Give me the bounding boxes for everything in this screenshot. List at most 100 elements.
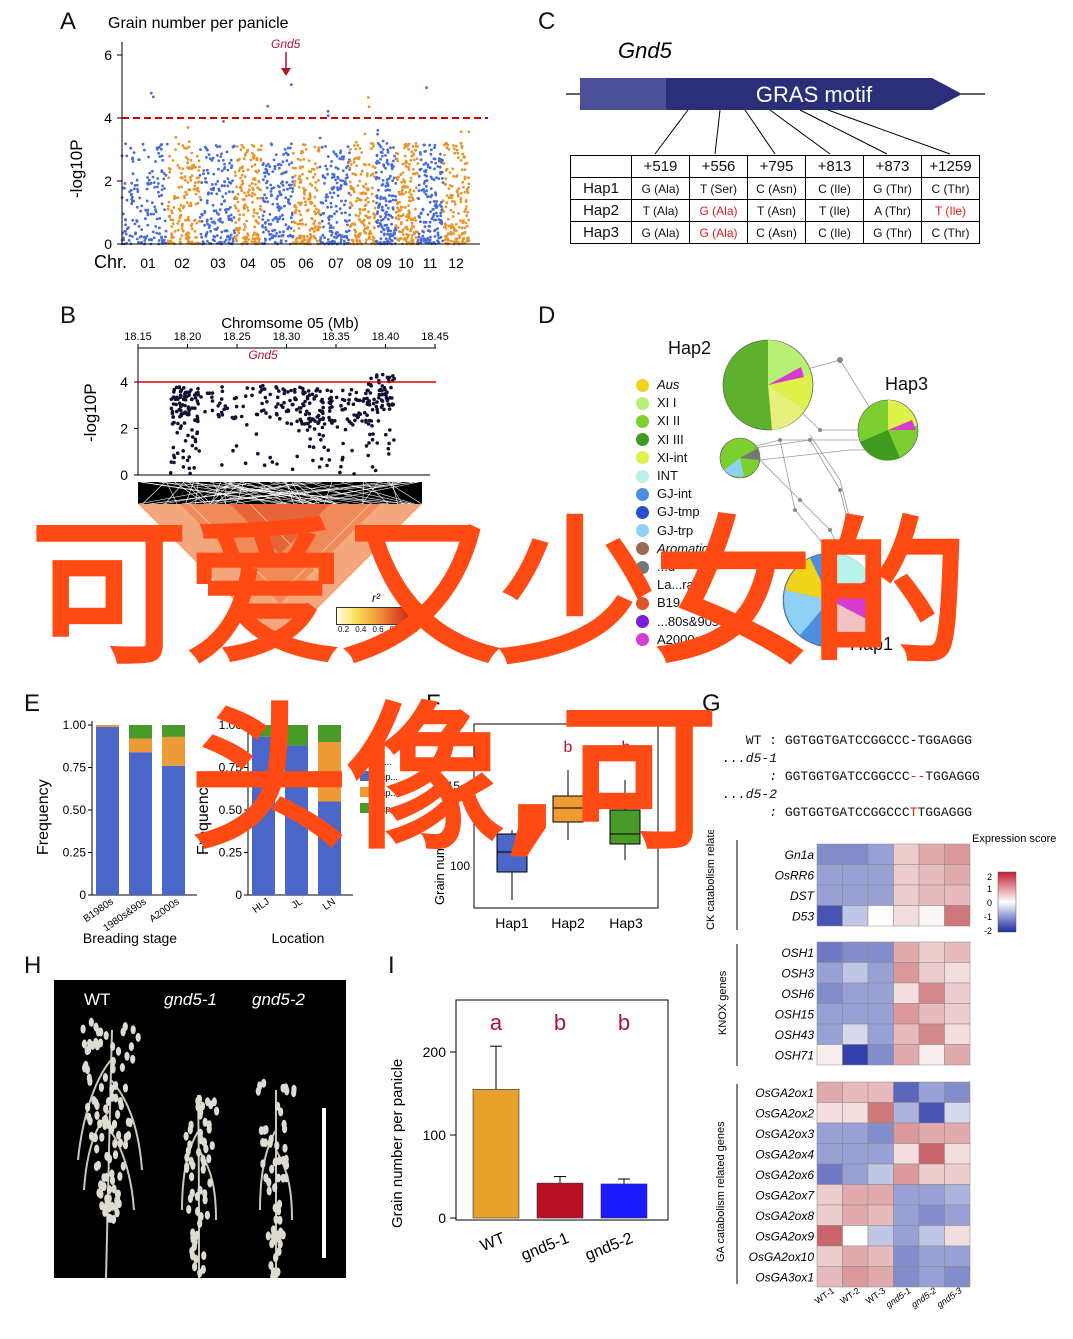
panel-letter-h: H xyxy=(24,952,42,979)
panel-b-xtick: 18.20 xyxy=(174,331,202,343)
r2-label: r² xyxy=(372,591,381,605)
heatmap-cell xyxy=(944,1102,971,1124)
heatmap-cell xyxy=(893,884,920,906)
heatmap-cell xyxy=(842,864,869,886)
panel-a-xtick: 09 xyxy=(376,255,392,271)
panel-a-xtick: 12 xyxy=(448,255,464,271)
heatmap-gene-label: OsGA2ox2 xyxy=(755,1107,814,1121)
legend-item: La...race xyxy=(636,576,718,594)
table-header: +795 xyxy=(747,155,806,178)
table-cell: T (Ile) xyxy=(921,199,980,222)
legend-label: Aromatic xyxy=(657,540,709,556)
table-header: +519 xyxy=(631,155,690,178)
r2-tick: 0.4 xyxy=(355,625,367,634)
heatmap-gene-label: OsGA2ox10 xyxy=(749,1250,815,1264)
table-cell: C (Thr) xyxy=(921,177,980,200)
heatmap-cell xyxy=(893,982,920,1004)
table-cell: C (Asn) xyxy=(747,221,806,244)
expression-heatmap: Gn1a OsRR6 DST D53 OSH1 OSH3 OSH6 OSH15 OSH43 OSH… xyxy=(705,830,1056,1310)
panel-i-ytick: 0 xyxy=(438,1210,446,1226)
heatmap-gene-label: OSH15 xyxy=(775,1008,815,1022)
heatmap-cell xyxy=(918,1204,945,1226)
table-cell: T (Asn) xyxy=(747,199,806,222)
stacked-bar-segment xyxy=(129,738,152,753)
heatmap-cell xyxy=(816,864,843,886)
heatmap-sample-label: WT-1 xyxy=(813,1285,836,1306)
heatmap-cell xyxy=(944,1204,971,1226)
panel-e-ytick: 0.50 xyxy=(219,803,243,817)
stacked-bar-segment xyxy=(285,745,308,895)
stacked-bar-segment xyxy=(129,725,152,739)
heatmap-cell xyxy=(944,1023,971,1045)
panel-f-sig: b xyxy=(564,739,573,756)
heatmap-cell xyxy=(816,1023,843,1045)
heatmap-cell xyxy=(867,1023,894,1045)
stacked-bar-segment xyxy=(252,736,275,895)
grain-number-bar-chart: Grain number per panicle 0 100 200 a b b WT g… xyxy=(389,999,669,1264)
heatmap-cell xyxy=(816,1225,843,1247)
hap2-label: Hap2 xyxy=(668,338,712,358)
heatmap-cell xyxy=(944,1003,971,1025)
legend-item: XI II xyxy=(636,412,718,430)
panel-letter-d: D xyxy=(538,302,556,329)
heatmap-cell xyxy=(867,962,894,984)
legend-label: ...d xyxy=(657,559,676,575)
heatmap-cell xyxy=(816,1143,843,1165)
heatmap-cell xyxy=(918,1184,945,1206)
legend-label: La...race xyxy=(657,577,708,593)
heatmap-cell xyxy=(893,905,920,927)
panel-f-sig: b xyxy=(622,739,631,756)
stacked-bar-segment xyxy=(96,726,119,895)
panel-a-xtick: 01 xyxy=(140,255,156,271)
r2-tick: 0.6 xyxy=(372,625,384,634)
heatmap-cell xyxy=(842,1023,869,1045)
panel-e-xtick: HLJ xyxy=(251,896,272,915)
bar xyxy=(600,1183,648,1219)
table-cell: G (Ala) xyxy=(631,221,690,244)
heatmap-cell xyxy=(842,1204,869,1226)
significance-letter: a xyxy=(490,1010,503,1035)
heatmap-cell xyxy=(867,1102,894,1124)
heatmap-cell xyxy=(842,1102,869,1124)
panel-b-ytick: 2 xyxy=(120,421,128,437)
legend-item: A2000s xyxy=(636,631,718,649)
heatmap-cell xyxy=(816,1122,843,1144)
heatmap-gene-label: OsGA2ox8 xyxy=(755,1209,814,1223)
panel-e-legend-item: Hap... xyxy=(374,788,398,798)
legend-label: ...80s&90s xyxy=(657,613,719,629)
group-label-ga: GA catabolism related genes xyxy=(715,1121,727,1262)
panel-b-ytick: 0 xyxy=(120,467,128,483)
legend-swatch xyxy=(636,633,649,647)
panel-a-xtick: 10 xyxy=(398,255,414,271)
heatmap-gene-label: OsGA2ox1 xyxy=(755,1086,814,1100)
panel-a-ytick: 0 xyxy=(104,236,112,252)
overlay-line-2: 头像,可 xyxy=(190,688,718,872)
heatmap-cell xyxy=(842,1245,869,1267)
heatmap-cell xyxy=(893,1023,920,1045)
legend-swatch xyxy=(636,597,649,611)
panel-letter-c: C xyxy=(538,8,556,35)
overlay-line-1: 可爱又少女的 xyxy=(30,503,968,687)
heatmap-cell xyxy=(816,843,843,865)
scale-tick: 2 xyxy=(987,872,992,882)
panel-a-title: Grain number per panicle xyxy=(108,15,289,32)
stacked-bar-segment xyxy=(129,752,152,895)
heatmap-cell xyxy=(842,1163,869,1185)
heatmap-gene-label: OSH43 xyxy=(775,1028,815,1042)
panel-e-ytick: 0 xyxy=(235,888,242,902)
seq-row-gnd5-1: ...d5-1 : GGTGGTGATCCGGCCC--TGGAGGG xyxy=(722,751,980,784)
legend-swatch xyxy=(636,578,649,592)
heatmap-cell xyxy=(816,941,843,963)
heatmap-cell xyxy=(944,1225,971,1247)
heatmap-cell xyxy=(816,1044,843,1066)
heatmap-cell xyxy=(867,843,894,865)
sequence-alignment: WT : GGTGGTGATCCGGCCC-TGGAGGG ...d5-1 : … xyxy=(722,732,980,822)
heatmap-cell xyxy=(867,1143,894,1165)
panel-letter-a: A xyxy=(60,8,77,35)
panel-i-xtick: gnd5-2 xyxy=(583,1230,636,1264)
heatmap-cell xyxy=(893,1143,920,1165)
panel-a-xtick: 05 xyxy=(270,255,286,271)
legend-item: B19...s xyxy=(636,594,718,612)
heatmap-cell xyxy=(944,962,971,984)
